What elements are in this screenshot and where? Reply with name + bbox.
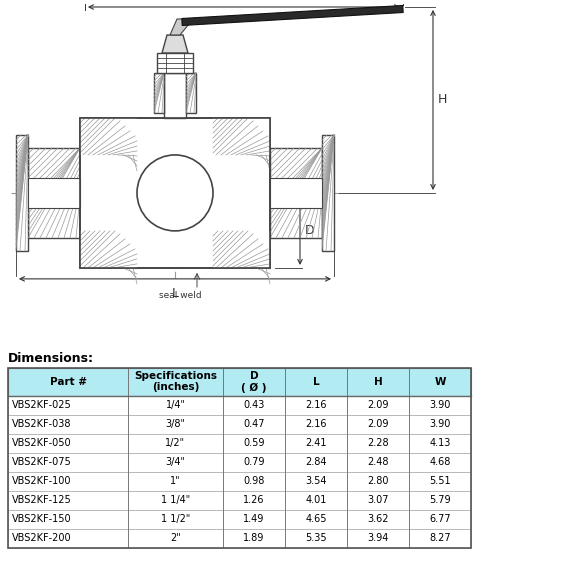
Bar xyxy=(16,135,28,251)
Text: seal weld: seal weld xyxy=(158,291,201,300)
Text: 4.65: 4.65 xyxy=(305,515,327,524)
Text: 3.54: 3.54 xyxy=(305,477,327,486)
Bar xyxy=(8,491,471,510)
Text: H: H xyxy=(438,94,448,106)
Bar xyxy=(8,472,471,491)
Text: 2.48: 2.48 xyxy=(367,457,389,467)
Bar xyxy=(28,148,80,238)
Text: 3.07: 3.07 xyxy=(367,495,389,506)
Text: 5.79: 5.79 xyxy=(429,495,451,506)
Bar xyxy=(8,434,471,453)
Text: 1 1/4": 1 1/4" xyxy=(161,495,190,506)
Text: 5.35: 5.35 xyxy=(305,533,327,544)
Text: 8.27: 8.27 xyxy=(429,533,451,544)
Text: 3/8": 3/8" xyxy=(165,419,186,429)
Text: 2": 2" xyxy=(170,533,181,544)
Text: VBS2KF-038: VBS2KF-038 xyxy=(12,419,72,429)
Bar xyxy=(8,395,471,415)
Text: 1.49: 1.49 xyxy=(243,515,265,524)
Text: L: L xyxy=(172,287,178,300)
Polygon shape xyxy=(162,35,188,53)
Text: 0.79: 0.79 xyxy=(243,457,265,467)
Text: 1/4": 1/4" xyxy=(165,400,186,410)
Bar xyxy=(28,178,80,208)
Text: 6.77: 6.77 xyxy=(429,515,451,524)
Polygon shape xyxy=(182,6,403,26)
Text: Specifications
(inches): Specifications (inches) xyxy=(134,371,217,392)
Bar xyxy=(8,510,471,529)
Text: Dimensions:: Dimensions: xyxy=(8,353,94,365)
Text: 2.09: 2.09 xyxy=(367,419,389,429)
Polygon shape xyxy=(170,19,193,35)
Bar xyxy=(80,118,270,268)
Bar xyxy=(270,148,322,238)
Text: 0.47: 0.47 xyxy=(243,419,265,429)
Bar xyxy=(80,118,270,268)
Text: VBS2KF-200: VBS2KF-200 xyxy=(12,533,72,544)
Text: VBS2KF-125: VBS2KF-125 xyxy=(12,495,72,506)
Text: 1": 1" xyxy=(170,477,181,486)
Bar xyxy=(80,231,137,268)
Text: VBS2KF-150: VBS2KF-150 xyxy=(12,515,72,524)
Text: 3.62: 3.62 xyxy=(367,515,389,524)
Bar xyxy=(160,178,190,208)
Text: 2.16: 2.16 xyxy=(305,419,327,429)
Bar xyxy=(154,73,164,113)
Text: 1 1/2": 1 1/2" xyxy=(161,515,190,524)
Bar xyxy=(270,178,322,208)
Text: D
( Ø ): D ( Ø ) xyxy=(241,370,267,392)
Text: 5.51: 5.51 xyxy=(429,477,451,486)
Bar xyxy=(8,529,471,548)
Text: 1.26: 1.26 xyxy=(243,495,265,506)
Bar xyxy=(213,118,270,155)
Text: H: H xyxy=(374,377,382,387)
Bar xyxy=(8,453,471,472)
Text: VBS2KF-025: VBS2KF-025 xyxy=(12,400,72,410)
Text: 4.01: 4.01 xyxy=(306,495,327,506)
Text: 3.90: 3.90 xyxy=(429,419,450,429)
Text: 4.68: 4.68 xyxy=(429,457,450,467)
Text: 0.98: 0.98 xyxy=(243,477,265,486)
Bar xyxy=(8,367,471,548)
Text: 2.41: 2.41 xyxy=(305,438,327,448)
Text: Part #: Part # xyxy=(49,377,86,387)
Text: 3.94: 3.94 xyxy=(367,533,389,544)
Bar xyxy=(8,367,471,395)
Bar xyxy=(164,73,186,118)
Text: 2.84: 2.84 xyxy=(305,457,327,467)
Bar xyxy=(322,135,334,251)
Text: W: W xyxy=(238,0,250,2)
Text: 0.43: 0.43 xyxy=(243,400,265,410)
Bar xyxy=(213,231,270,268)
Text: D: D xyxy=(305,224,315,237)
Text: VBS2KF-100: VBS2KF-100 xyxy=(12,477,72,486)
Text: 1/2": 1/2" xyxy=(165,438,186,448)
Bar xyxy=(80,118,137,155)
Bar xyxy=(8,415,471,434)
Text: W: W xyxy=(435,377,446,387)
Text: VBS2KF-050: VBS2KF-050 xyxy=(12,438,72,448)
Bar xyxy=(157,53,193,73)
Text: 1.89: 1.89 xyxy=(243,533,265,544)
Text: 4.13: 4.13 xyxy=(429,438,450,448)
Circle shape xyxy=(137,155,213,231)
Text: 2.28: 2.28 xyxy=(367,438,389,448)
Text: L: L xyxy=(313,377,319,387)
Text: 2.80: 2.80 xyxy=(367,477,389,486)
Bar xyxy=(186,73,196,113)
Text: VBS2KF-075: VBS2KF-075 xyxy=(12,457,72,467)
Text: 2.09: 2.09 xyxy=(367,400,389,410)
Text: 3.90: 3.90 xyxy=(429,400,450,410)
Text: 2.16: 2.16 xyxy=(305,400,327,410)
Text: 0.59: 0.59 xyxy=(243,438,265,448)
Text: 3/4": 3/4" xyxy=(165,457,186,467)
